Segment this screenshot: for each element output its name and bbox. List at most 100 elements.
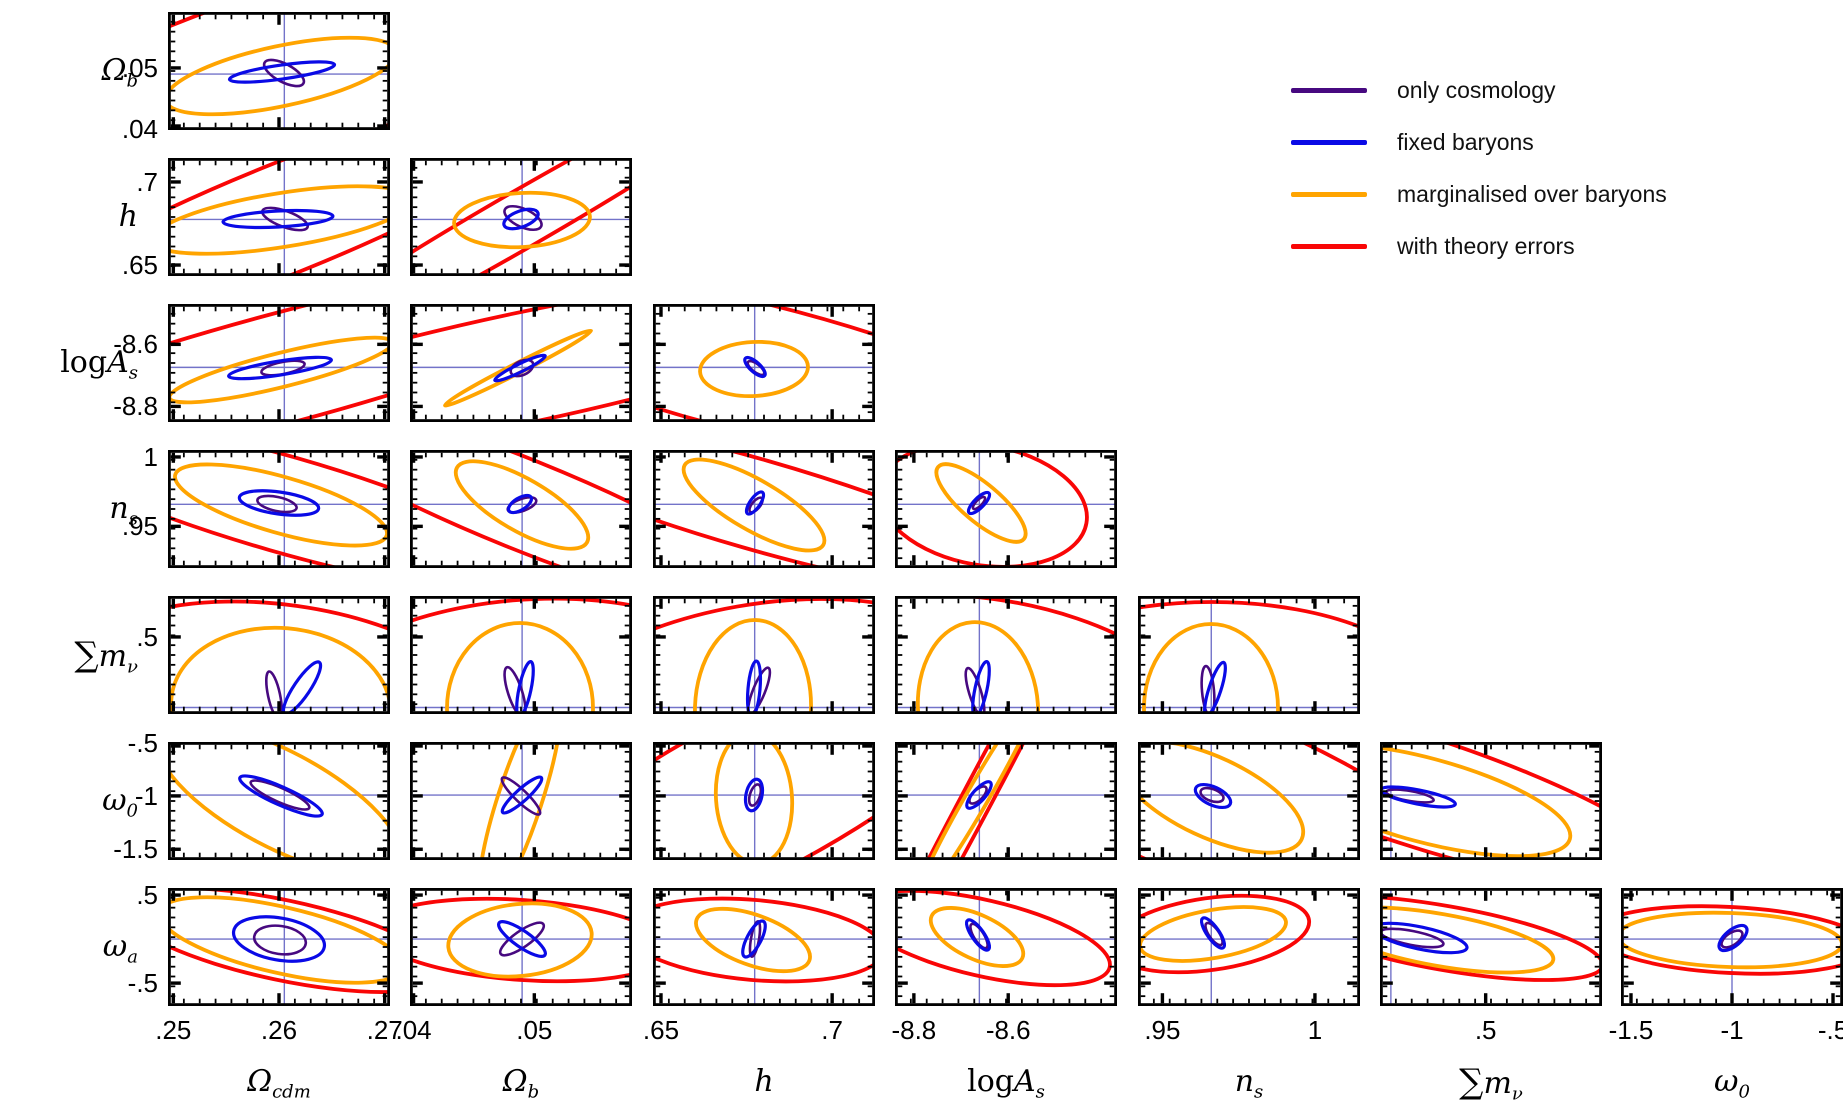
fixed_baryons-contour: [743, 355, 767, 379]
fixed_baryons-contour: [500, 775, 544, 815]
y-tick-label: -.5: [127, 727, 158, 758]
panel-wa-vs-omega_cdm: [168, 888, 390, 1006]
panel-n_s-vs-h: [653, 450, 875, 568]
legend-label: fixed baryons: [1397, 128, 1534, 155]
legend-item-fixed-baryons: fixed baryons: [1291, 116, 1667, 168]
marginalised_over_baryons-contour: [912, 742, 1044, 860]
panel-w0-vs-omega_cdm: [168, 742, 390, 860]
marginalised_over_baryons-contour: [453, 459, 591, 551]
legend-label: with theory errors: [1397, 232, 1575, 259]
marginalised_over_baryons-contour: [446, 901, 594, 979]
legend-swatch-with-theory-errors: [1291, 243, 1367, 249]
x-tick-label: -8.6: [985, 1015, 1031, 1045]
row-label-wa: ωa: [102, 929, 138, 968]
row-label-logAs: logAs: [60, 345, 138, 384]
fixed_baryons-contour: [502, 207, 540, 231]
panel-n_s-vs-omega_b: [410, 450, 632, 568]
y-tick-label: .04: [121, 113, 158, 144]
row-label-omega_b: Ωb: [101, 53, 138, 92]
marginalised_over_baryons-contour: [1380, 742, 1573, 859]
with_theory_errors-contour: [895, 742, 1117, 860]
marginalised_over_baryons-contour: [1138, 742, 1306, 855]
fixed_baryons-contour: [966, 490, 992, 516]
col-label-w0: ω0: [1714, 1064, 1750, 1103]
fixed_baryons-contour: [237, 489, 321, 517]
marginalised_over_baryons-contour: [445, 621, 595, 714]
fixed_baryons-contour: [1717, 923, 1749, 953]
panel-w0-vs-n_s: [1138, 742, 1360, 860]
panel-logAs-vs-h: [653, 304, 875, 422]
only_cosmology-contour: [500, 776, 542, 816]
x-tick-label: .95: [1144, 1015, 1181, 1045]
y-tick-label: .65: [121, 250, 158, 281]
panel-n_s-vs-omega_cdm: [168, 450, 390, 568]
with_theory_errors-contour: [1380, 894, 1602, 982]
col-label-omega_b: Ωb: [502, 1064, 540, 1103]
fixed_baryons-contour: [221, 208, 335, 230]
fixed_baryons-contour: [1199, 916, 1227, 950]
panel-sum_mnu-vs-omega_b: [410, 596, 632, 714]
col-label-h: h: [754, 1064, 774, 1099]
fixed_baryons-contour: [1203, 660, 1227, 714]
fixed_baryons-contour: [227, 60, 337, 84]
marginalised_over_baryons-contour: [476, 742, 564, 860]
with_theory_errors-contour: [168, 599, 390, 714]
with_theory_errors-contour: [168, 450, 390, 568]
fixed_baryons-contour: [744, 490, 766, 516]
only_cosmology-contour: [1200, 664, 1216, 714]
panel-logAs-vs-omega_b: [410, 304, 632, 422]
fixed_baryons-contour: [238, 774, 324, 818]
panel-sum_mnu-vs-n_s: [1138, 596, 1360, 714]
fixed_baryons-contour: [497, 920, 547, 958]
only_cosmology-contour: [971, 495, 987, 511]
fixed_baryons-contour: [745, 659, 763, 714]
row-label-n_s: ns: [109, 491, 138, 530]
with_theory_errors-contour: [653, 597, 875, 714]
row-label-sum_mnu: ∑mν: [74, 635, 138, 678]
with_theory_errors-contour: [895, 888, 1112, 988]
with_theory_errors-contour: [168, 888, 390, 994]
fixed_baryons-contour: [506, 493, 534, 515]
marginalised_over_baryons-contour: [452, 190, 592, 250]
marginalised_over_baryons-contour: [713, 742, 795, 860]
legend-item-only-cosmology: only cosmology: [1291, 64, 1667, 116]
marginalised_over_baryons-contour: [168, 895, 390, 985]
x-tick-label: .65: [642, 1015, 680, 1045]
fixed_baryons-contour: [965, 780, 993, 810]
only_cosmology-contour: [498, 921, 546, 957]
with_theory_errors-contour: [410, 896, 632, 984]
y-tick-label: .95: [121, 511, 158, 542]
legend: only cosmology fixed baryons marginalise…: [1291, 64, 1667, 272]
only_cosmology-contour: [264, 670, 284, 714]
with_theory_errors-contour: [1138, 600, 1360, 629]
legend-label: marginalised over baryons: [1397, 180, 1667, 207]
panel-w0-vs-sum_mnu: [1380, 742, 1602, 860]
with_theory_errors-contour: [1380, 742, 1602, 860]
x-tick-label: -.5: [1817, 1015, 1843, 1045]
marginalised_over_baryons-contour: [928, 906, 1026, 968]
x-tick-label: 1: [1307, 1015, 1323, 1045]
panel-wa-vs-n_s: [1138, 888, 1360, 1006]
with_theory_errors-contour: [653, 450, 875, 568]
y-tick-label: -8.8: [113, 391, 158, 422]
marginalised_over_baryons-contour: [173, 462, 389, 548]
col-label-omega_cdm: Ωcdm: [247, 1064, 311, 1103]
fixed_baryons-contour: [231, 915, 327, 963]
with_theory_errors-contour: [410, 450, 632, 568]
panel-wa-vs-logAs: [895, 888, 1117, 1006]
panel-omega_b-vs-omega_cdm: [168, 12, 390, 130]
fixed_baryons-contour: [1193, 782, 1233, 810]
col-label-sum_mnu: ∑mν: [1459, 1062, 1523, 1105]
panel-h-vs-omega_b: [410, 158, 632, 276]
only_cosmology-contour: [1720, 929, 1744, 949]
with_theory_errors-contour: [895, 596, 1117, 714]
with_theory_errors-contour: [1138, 893, 1312, 975]
fixed_baryons-contour: [964, 918, 992, 952]
marginalised_over_baryons-contour: [934, 462, 1028, 544]
legend-label: only cosmology: [1397, 76, 1556, 103]
only_cosmology-contour: [256, 494, 298, 514]
x-tick-label: .26: [260, 1015, 298, 1045]
legend-swatch-only-cosmology: [1291, 87, 1367, 93]
only_cosmology-contour: [1199, 786, 1225, 804]
legend-swatch-marginalised-over-baryons: [1291, 191, 1367, 197]
